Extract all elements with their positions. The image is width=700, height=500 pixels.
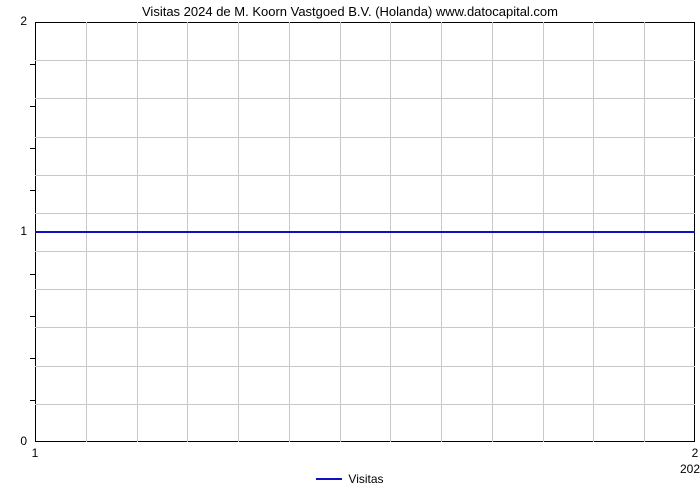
y-minor-tick xyxy=(30,400,35,401)
chart-container: { "chart": { "type": "line", "title": "V… xyxy=(0,0,700,500)
grid-hline xyxy=(35,98,695,99)
x-tick-label: 1 xyxy=(25,446,45,460)
grid-hline xyxy=(35,60,695,61)
legend: Visitas xyxy=(0,471,700,486)
legend-swatch xyxy=(316,478,342,480)
y-minor-tick xyxy=(30,190,35,191)
y-minor-tick xyxy=(30,274,35,275)
grid-hline xyxy=(35,404,695,405)
x-tick-label: 2 xyxy=(685,446,700,460)
grid-hline xyxy=(35,175,695,176)
y-minor-tick xyxy=(30,358,35,359)
grid-hline xyxy=(35,366,695,367)
grid-hline xyxy=(35,213,695,214)
grid-hline xyxy=(35,327,695,328)
series-line-visitas xyxy=(35,231,695,233)
y-tick-label: 1 xyxy=(20,224,27,238)
grid-hline xyxy=(35,137,695,138)
grid-hline xyxy=(35,289,695,290)
y-minor-tick xyxy=(30,106,35,107)
legend-label: Visitas xyxy=(348,472,383,486)
x-axis-partial-label: 202 xyxy=(680,462,700,476)
grid-hline xyxy=(35,251,695,252)
chart-title: Visitas 2024 de M. Koorn Vastgoed B.V. (… xyxy=(0,4,700,19)
y-minor-tick xyxy=(30,148,35,149)
y-minor-tick xyxy=(30,64,35,65)
y-minor-tick xyxy=(30,316,35,317)
y-tick-label: 2 xyxy=(20,14,27,28)
